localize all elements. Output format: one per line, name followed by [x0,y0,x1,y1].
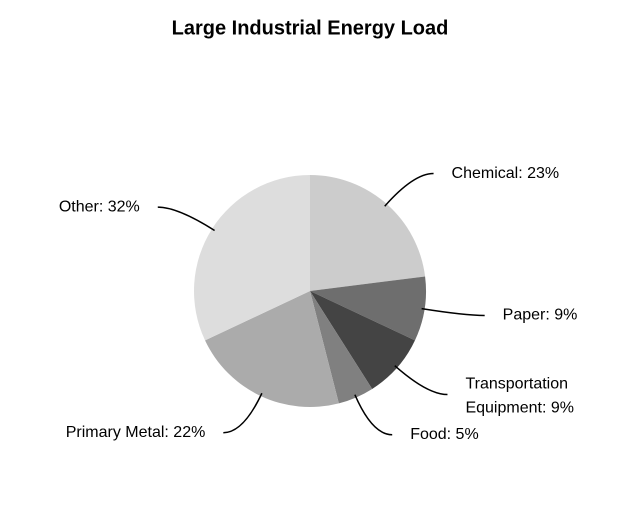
data-label: Paper: 9% [503,307,578,324]
pie-slice [205,291,339,407]
pie-slice [310,175,426,291]
leader-line [157,206,215,232]
data-label-line: Transportation [465,376,568,393]
pie-slice [310,291,373,404]
leader-line [354,394,393,436]
data-label: Primary Metal: 22% [66,424,206,441]
leader-line [421,307,485,317]
data-label: Food: 5% [410,426,478,443]
data-label-line: Equipment: 9% [465,400,574,417]
data-label: Other: 32% [59,198,140,215]
leader-line [394,365,448,396]
data-label: Chemical: 23% [452,165,560,182]
pie-slice [310,276,426,341]
pie-slice [193,175,310,341]
leader-line [384,172,434,207]
data-label: Transportation Equipment: 9% [465,376,574,417]
chart-title: Large Industrial Energy Load [172,17,449,39]
leader-line [223,392,263,434]
pie-slice [310,291,415,389]
